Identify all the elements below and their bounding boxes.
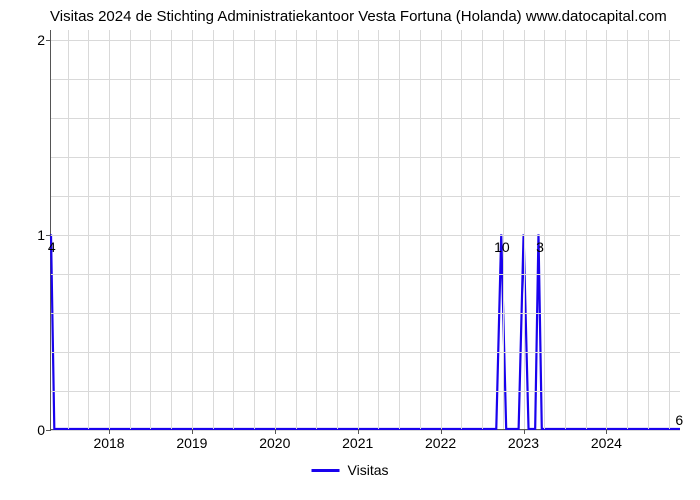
inner-data-label: 10 [494, 239, 510, 255]
y-tick [46, 430, 51, 431]
gridline-vertical [627, 30, 628, 429]
x-tick-label: 2024 [591, 435, 622, 451]
gridline-vertical [109, 30, 110, 429]
gridline-vertical [399, 30, 400, 429]
gridline-vertical [88, 30, 89, 429]
gridline-vertical [171, 30, 172, 429]
gridline-vertical [524, 30, 525, 429]
y-tick [46, 235, 51, 236]
y-tick-label: 2 [37, 32, 45, 48]
gridline-vertical [68, 30, 69, 429]
y-tick [46, 40, 51, 41]
chart-container: Visitas 2024 de Stichting Administratiek… [0, 0, 700, 500]
chart-title: Visitas 2024 de Stichting Administratiek… [50, 8, 667, 25]
gridline-vertical [233, 30, 234, 429]
gridline-vertical [254, 30, 255, 429]
gridline-horizontal [51, 79, 680, 80]
gridline-vertical [565, 30, 566, 429]
gridline-vertical [358, 30, 359, 429]
gridline-horizontal [51, 157, 680, 158]
x-tick [192, 429, 193, 434]
y-tick-label: 0 [37, 422, 45, 438]
gridline-horizontal [51, 430, 680, 431]
gridline-vertical [192, 30, 193, 429]
gridline-horizontal [51, 40, 680, 41]
gridline-vertical [482, 30, 483, 429]
x-tick-label: 2023 [508, 435, 539, 451]
gridline-vertical [275, 30, 276, 429]
gridline-horizontal [51, 235, 680, 236]
gridline-vertical [503, 30, 504, 429]
y-tick-label: 1 [37, 227, 45, 243]
inner-data-label: 3 [536, 239, 544, 255]
x-tick-label: 2021 [342, 435, 373, 451]
x-tick-label: 2019 [176, 435, 207, 451]
gridline-vertical [296, 30, 297, 429]
gridline-vertical [648, 30, 649, 429]
gridline-vertical [544, 30, 545, 429]
plot-area: 012201820192020202120222023202441036 [50, 30, 680, 430]
gridline-vertical [606, 30, 607, 429]
gridline-horizontal [51, 391, 680, 392]
gridline-vertical [420, 30, 421, 429]
x-tick [109, 429, 110, 434]
inner-data-label: 4 [48, 239, 56, 255]
legend: Visitas [312, 462, 389, 478]
gridline-horizontal [51, 274, 680, 275]
x-tick [275, 429, 276, 434]
gridline-horizontal [51, 196, 680, 197]
x-tick [606, 429, 607, 434]
x-tick [524, 429, 525, 434]
inner-data-label: 6 [675, 412, 683, 428]
x-tick [358, 429, 359, 434]
gridline-vertical [316, 30, 317, 429]
gridline-horizontal [51, 352, 680, 353]
gridline-vertical [669, 30, 670, 429]
gridline-horizontal [51, 313, 680, 314]
gridline-vertical [130, 30, 131, 429]
x-tick-label: 2022 [425, 435, 456, 451]
legend-swatch [312, 469, 340, 472]
gridline-vertical [461, 30, 462, 429]
gridline-horizontal [51, 118, 680, 119]
gridline-vertical [337, 30, 338, 429]
x-tick [441, 429, 442, 434]
legend-label: Visitas [348, 462, 389, 478]
gridline-vertical [213, 30, 214, 429]
gridline-vertical [586, 30, 587, 429]
x-tick-label: 2018 [93, 435, 124, 451]
x-tick-label: 2020 [259, 435, 290, 451]
gridline-vertical [150, 30, 151, 429]
gridline-vertical [441, 30, 442, 429]
gridline-vertical [378, 30, 379, 429]
